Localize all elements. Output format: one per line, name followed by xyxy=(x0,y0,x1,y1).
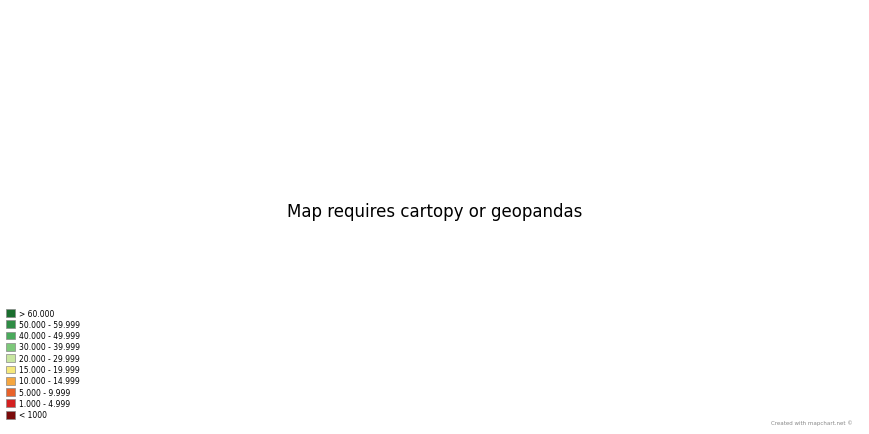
Legend: > 60.000, 50.000 - 59.999, 40.000 - 49.999, 30.000 - 39.999, 20.000 - 29.999, 15: > 60.000, 50.000 - 59.999, 40.000 - 49.9… xyxy=(3,306,83,421)
Text: Created with mapchart.net ©: Created with mapchart.net © xyxy=(770,420,852,425)
Text: Map requires cartopy or geopandas: Map requires cartopy or geopandas xyxy=(287,203,582,221)
